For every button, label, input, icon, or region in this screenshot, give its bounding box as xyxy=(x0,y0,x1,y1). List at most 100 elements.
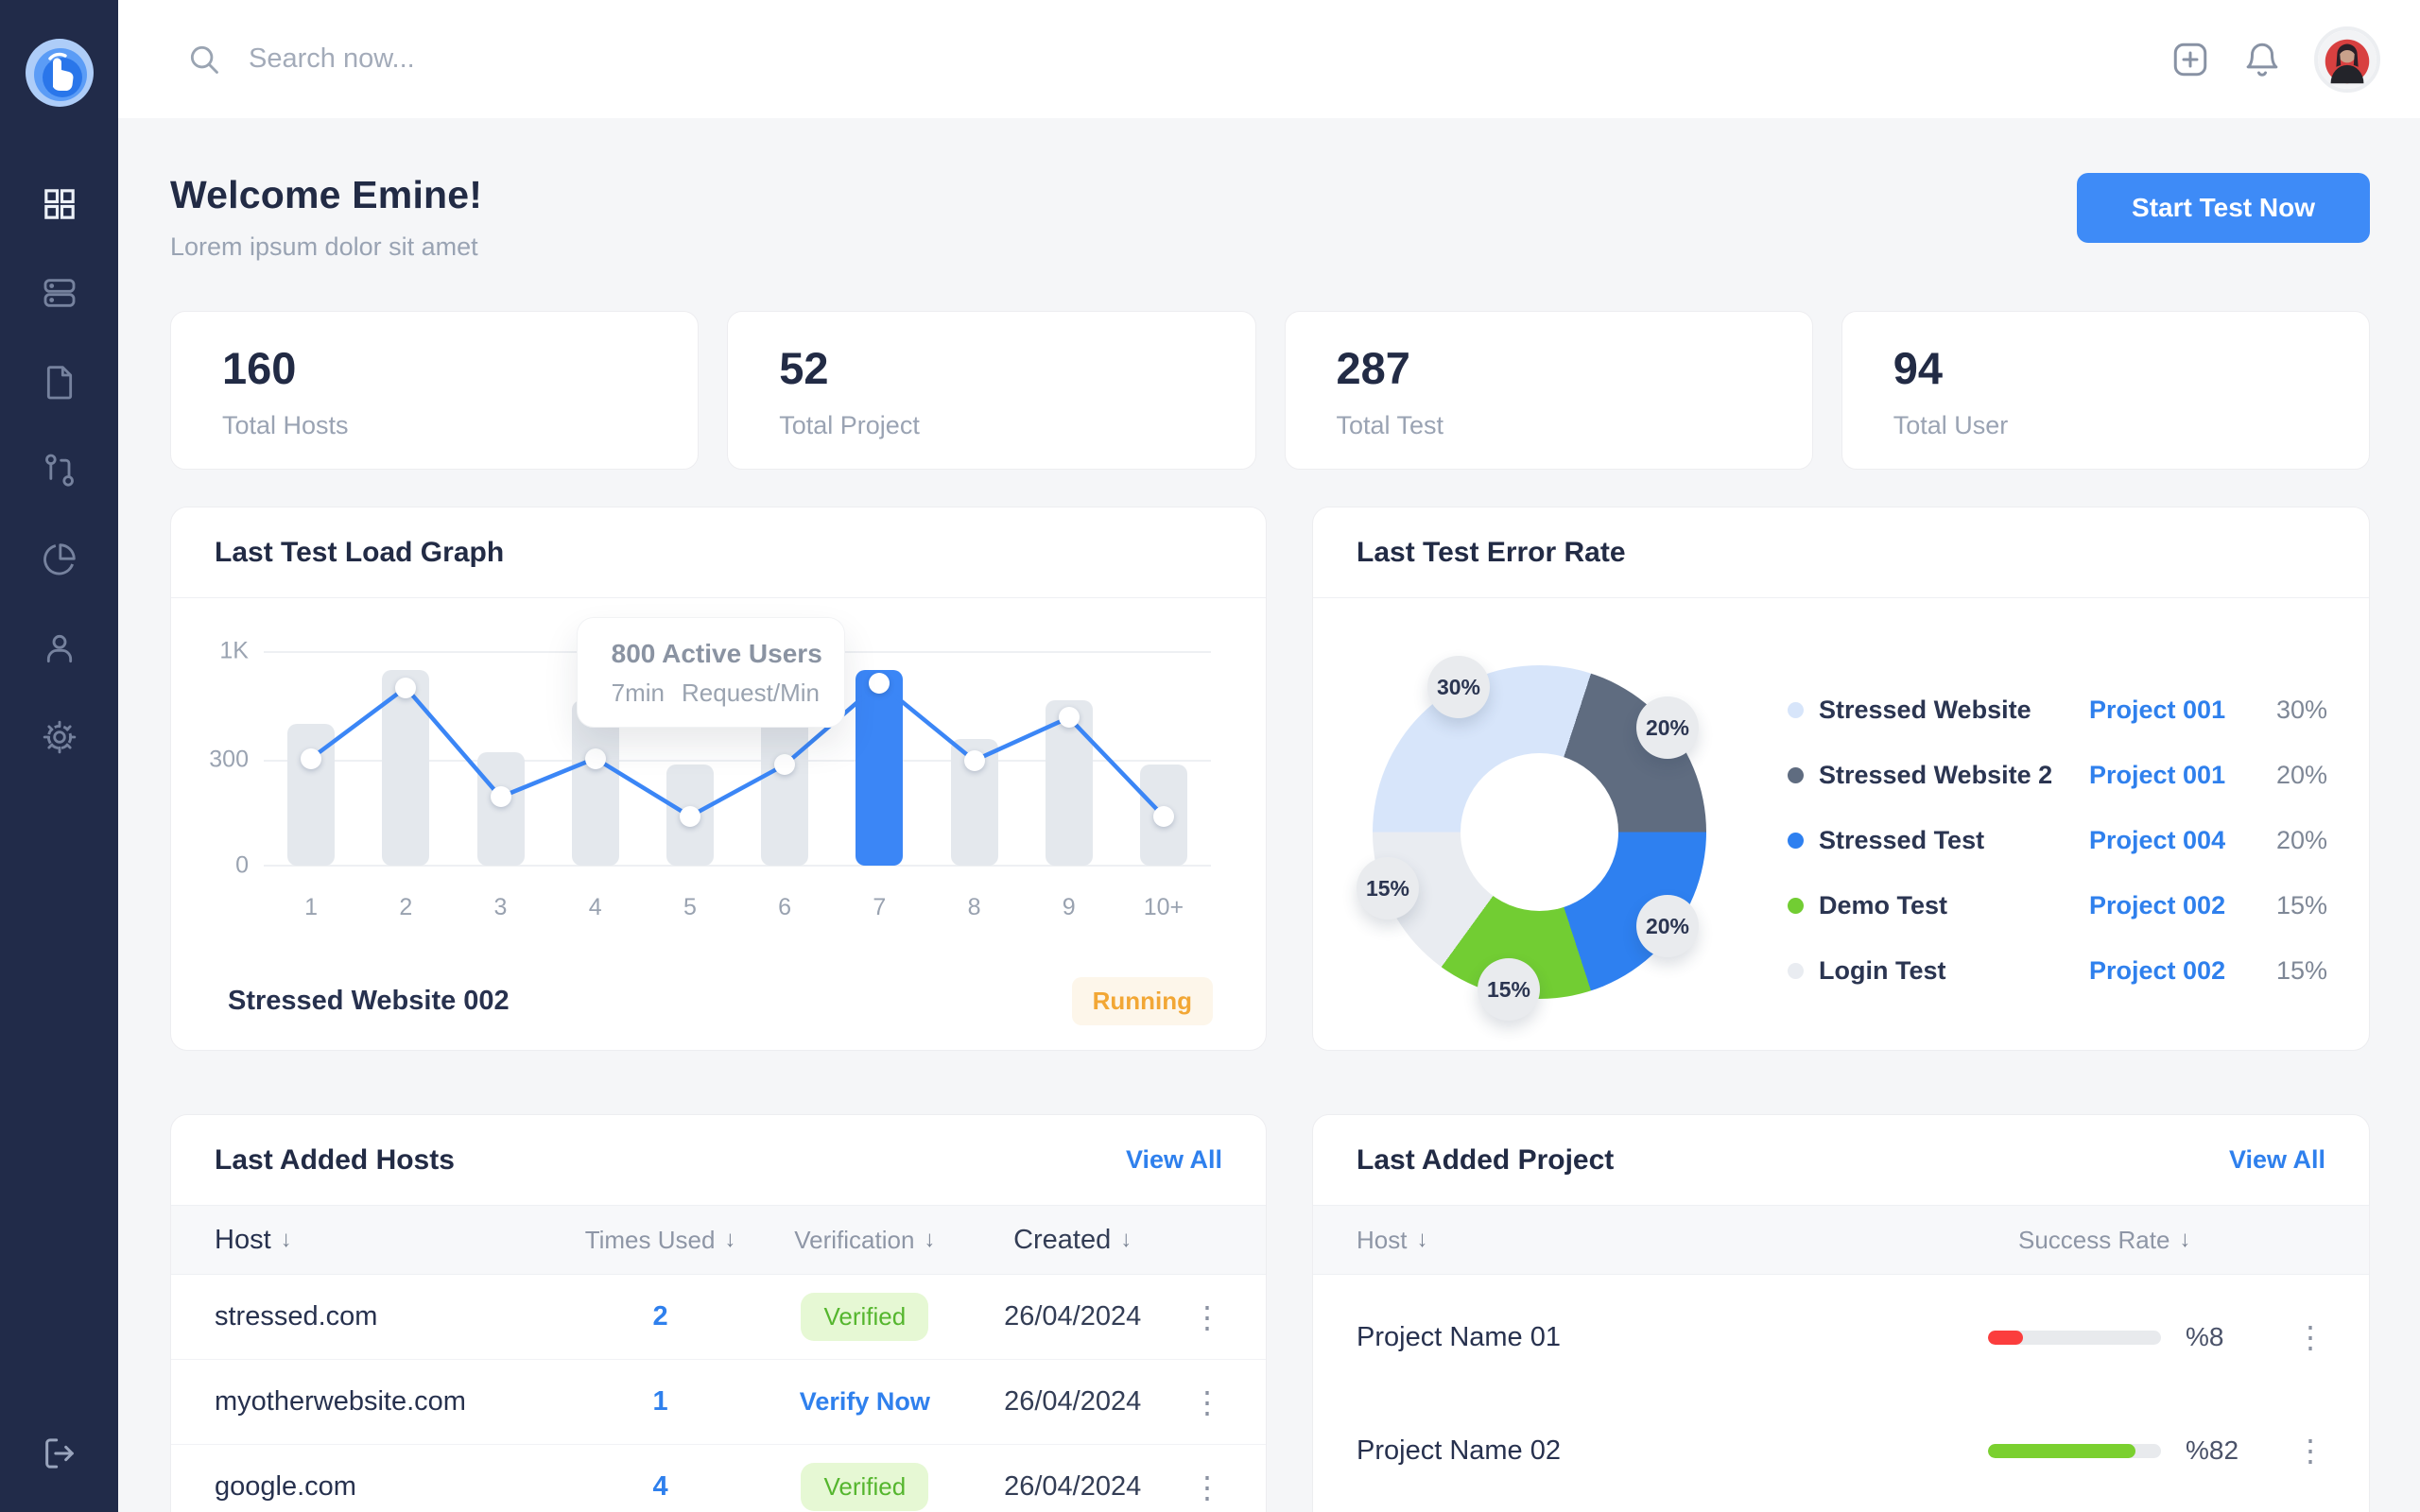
stat-value: 52 xyxy=(779,343,829,393)
page-title: Welcome Emine! xyxy=(170,173,483,216)
search-icon xyxy=(186,42,222,77)
hosts-view-all-link[interactable]: View All xyxy=(1125,1145,1222,1174)
card-title: Last Added Hosts xyxy=(215,1143,455,1176)
legend-project-link[interactable]: Project 002 xyxy=(2089,955,2226,985)
bar[interactable] xyxy=(476,751,525,866)
donut-hole xyxy=(1461,753,1618,911)
legend-project-link[interactable]: Project 004 xyxy=(2089,825,2226,854)
times-used-link[interactable]: 4 xyxy=(652,1471,668,1502)
table-row: Project Name 02 %82 ⋮ xyxy=(1313,1400,2369,1502)
stat-card-total-project: 52 Total Project xyxy=(727,311,1256,470)
column-header-verification[interactable]: Verification ↓ xyxy=(794,1225,936,1254)
verify-now-link[interactable]: Verify Now xyxy=(799,1387,930,1416)
start-test-now-button[interactable]: Start Test Now xyxy=(2077,173,2370,243)
legend-name: Demo Test xyxy=(1819,890,1948,919)
add-new-button[interactable] xyxy=(2170,40,2210,79)
card-title: Last Added Project xyxy=(1357,1143,1615,1176)
card-title: Last Test Error Rate xyxy=(1357,536,1626,568)
sidebar-item-dashboard[interactable] xyxy=(41,185,78,223)
logout-icon xyxy=(41,1438,78,1476)
user-avatar[interactable] xyxy=(2314,26,2380,93)
git-branch-icon xyxy=(41,454,78,493)
legend-project-link[interactable]: Project 001 xyxy=(2089,760,2226,789)
column-header-created[interactable]: Created ↓ xyxy=(1013,1224,1132,1255)
column-header-host[interactable]: Host ↓ xyxy=(1357,1225,1428,1254)
line-dot[interactable] xyxy=(679,805,700,827)
file-icon xyxy=(41,366,78,404)
load-graph-card: Last Test Load Graph 1K 300 0 xyxy=(170,507,1267,1051)
table-row: Project Name 01 %8 ⋮ xyxy=(1313,1286,2369,1388)
stat-label: Total User xyxy=(1893,411,2009,439)
row-menu-kebab-icon[interactable]: ⋮ xyxy=(1192,1299,1223,1334)
sidebar-item-hosts[interactable] xyxy=(41,274,78,312)
sort-arrow-icon: ↓ xyxy=(1416,1227,1428,1252)
legend-pct: 15% xyxy=(2275,890,2327,919)
line-dot[interactable] xyxy=(584,747,606,769)
host-cell: google.com xyxy=(215,1471,356,1502)
sort-arrow-icon: ↓ xyxy=(724,1227,736,1252)
legend-dot xyxy=(1788,832,1804,849)
donut-legend: Stressed Website Project 001 30% Stresse… xyxy=(1738,691,2327,1040)
legend-pct: 20% xyxy=(2275,760,2327,789)
tooltip-time: 7min xyxy=(611,679,666,707)
times-used-link[interactable]: 2 xyxy=(652,1301,668,1332)
line-dot[interactable] xyxy=(1152,805,1174,827)
row-menu-kebab-icon[interactable]: ⋮ xyxy=(1192,1469,1223,1504)
legend-dot xyxy=(1788,897,1804,914)
bar[interactable] xyxy=(761,713,809,866)
x-tick-label: 3 xyxy=(493,894,508,920)
column-header-success-rate[interactable]: Success Rate ↓ xyxy=(2018,1225,2191,1254)
legend-project-link[interactable]: Project 001 xyxy=(2089,695,2226,724)
pie-chart-icon xyxy=(41,543,78,582)
bar[interactable] xyxy=(856,670,904,866)
x-tick-label: 1 xyxy=(304,894,319,920)
user-icon xyxy=(41,634,78,671)
row-menu-kebab-icon[interactable]: ⋮ xyxy=(1192,1384,1223,1419)
line-dot[interactable] xyxy=(774,754,796,776)
last-added-hosts-card: Last Added Hosts View All Host ↓ Times Us… xyxy=(170,1114,1267,1512)
line-dot[interactable] xyxy=(395,677,417,698)
load-graph-footer: Stressed Website 002 Running xyxy=(228,977,1213,1025)
y-tick: 0 xyxy=(235,851,249,879)
slice-label: 30% xyxy=(1427,656,1490,718)
sidebar-item-settings[interactable] xyxy=(41,718,78,756)
app-logo[interactable] xyxy=(25,38,95,108)
bar[interactable] xyxy=(1045,700,1093,866)
created-cell: 26/04/2024 xyxy=(1004,1471,1142,1502)
legend-name: Login Test xyxy=(1819,955,1946,985)
server-icon xyxy=(41,279,78,316)
x-tick-label: 9 xyxy=(1062,894,1076,920)
verified-badge: Verified xyxy=(801,1293,929,1341)
notifications-bell-icon[interactable] xyxy=(2242,40,2282,79)
line-dot[interactable] xyxy=(963,749,985,771)
tooltip-value: 800 Active Users xyxy=(611,639,822,668)
line-dot[interactable] xyxy=(1058,707,1080,729)
sidebar-item-reports[interactable] xyxy=(41,541,78,578)
bar[interactable] xyxy=(571,700,619,866)
line-dot[interactable] xyxy=(301,747,322,769)
column-header-times-used[interactable]: Times Used ↓ xyxy=(584,1225,736,1254)
times-used-link[interactable]: 1 xyxy=(652,1386,668,1417)
welcome-section: Welcome Emine! Lorem ipsum dolor sit ame… xyxy=(170,173,2370,262)
projects-view-all-link[interactable]: View All xyxy=(2228,1145,2325,1174)
stat-label: Total Hosts xyxy=(222,411,349,439)
row-menu-kebab-icon[interactable]: ⋮ xyxy=(2295,1320,2325,1354)
line-dot[interactable] xyxy=(490,786,511,808)
legend-project-link[interactable]: Project 002 xyxy=(2089,890,2226,919)
gridline xyxy=(264,865,1211,867)
line-dot[interactable] xyxy=(869,673,890,695)
y-tick: 300 xyxy=(209,746,249,773)
legend-row: Stressed Website 2 Project 001 20% xyxy=(1788,756,2327,794)
sidebar-item-logout[interactable] xyxy=(41,1435,78,1472)
bar-slot xyxy=(548,651,643,866)
sidebar-item-users[interactable] xyxy=(41,629,78,667)
column-header-host[interactable]: Host ↓ xyxy=(215,1224,292,1255)
dashboard-grid-icon xyxy=(41,189,78,227)
table-row: google.com 4 Verified 26/04/2024 ⋮ xyxy=(171,1445,1266,1512)
sidebar-item-pipelines[interactable] xyxy=(41,452,78,490)
search-input[interactable] xyxy=(249,43,910,75)
row-menu-kebab-icon[interactable]: ⋮ xyxy=(2295,1434,2325,1468)
success-rate-value: %82 xyxy=(2186,1435,2239,1465)
x-tick-label: 8 xyxy=(967,894,981,920)
sidebar-item-documents[interactable] xyxy=(41,363,78,401)
